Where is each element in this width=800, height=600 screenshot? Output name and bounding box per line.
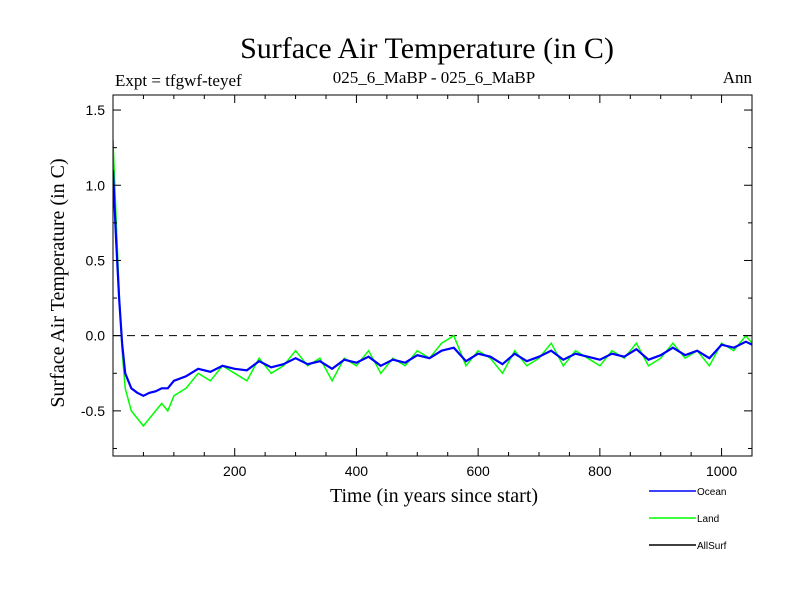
y-tick-label: 0.0	[86, 328, 106, 344]
plot-frame	[112, 94, 753, 457]
y-tick-label: -0.5	[81, 403, 105, 419]
y-axis-label: Surface Air Temperature (in C)	[47, 158, 69, 407]
x-tick-label: 600	[466, 463, 490, 479]
legend-label-land: Land	[697, 514, 719, 525]
y-tick-label: 1.5	[86, 102, 106, 118]
x-tick-label: 1000	[706, 463, 737, 479]
y-tick-label: 1.0	[86, 177, 106, 193]
legend-label-ocean: Ocean	[697, 487, 726, 498]
series-line-ocean	[113, 170, 752, 398]
y-tick-label: 0.5	[86, 252, 106, 268]
series-line-land	[113, 140, 752, 428]
subtitle-right: Ann	[723, 68, 753, 87]
legend-label-allsurf: AllSurf	[697, 541, 727, 552]
x-tick-label: 400	[345, 463, 369, 479]
x-axis-label: Time (in years since start)	[330, 485, 538, 507]
chart-title: Surface Air Temperature (in C)	[240, 32, 614, 65]
subtitle-left: Expt = tfgwf-teyef	[115, 71, 242, 90]
subtitle-center: 025_6_MaBP - 025_6_MaBP	[333, 68, 535, 87]
x-tick-label: 200	[223, 463, 247, 479]
legend: Ocean Land AllSurf	[649, 487, 727, 552]
plot-area: 200 400 600 800 1000 -0.5 0.0 0.5 1.0 1.5	[81, 94, 753, 479]
x-tick-label: 800	[588, 463, 612, 479]
